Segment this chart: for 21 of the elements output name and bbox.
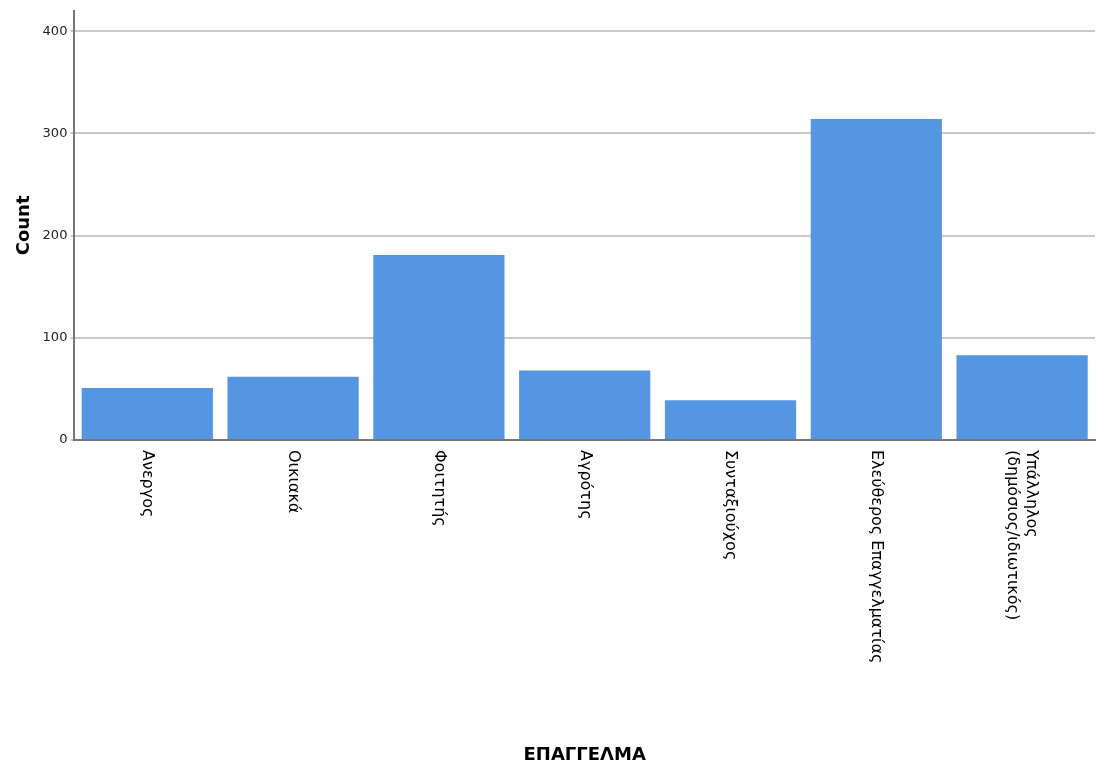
bar <box>227 376 359 439</box>
y-tick-label: 400 <box>42 22 68 38</box>
bar <box>956 355 1088 439</box>
bar <box>373 255 505 439</box>
x-tick-label: Ελεύθερος Επαγγελματίας <box>868 450 888 664</box>
bar <box>81 387 213 439</box>
x-tick-label: Αγρότης <box>576 450 596 520</box>
x-tick-label: Συνταξιούχος <box>722 450 742 561</box>
x-axis-title: ΕΠΑΓΓΕΛΜΑ <box>523 742 646 764</box>
x-tick-label: Οικιακά <box>284 450 304 514</box>
bar <box>810 119 942 439</box>
x-tick-label: Ανεργος <box>139 450 159 518</box>
bar <box>519 370 651 439</box>
y-tick-label: 300 <box>42 124 68 140</box>
bar <box>664 400 797 439</box>
y-tick-label: 200 <box>42 226 68 242</box>
y-axis-title: Count <box>12 195 34 256</box>
y-tick-label: 0 <box>59 431 68 447</box>
y-tick-label: 100 <box>42 329 68 345</box>
x-tick-label: Υπάλληλος (δημόσιος/ιδιωτικός) <box>1004 449 1043 621</box>
x-tick-label: Φοιτητής <box>430 450 450 527</box>
